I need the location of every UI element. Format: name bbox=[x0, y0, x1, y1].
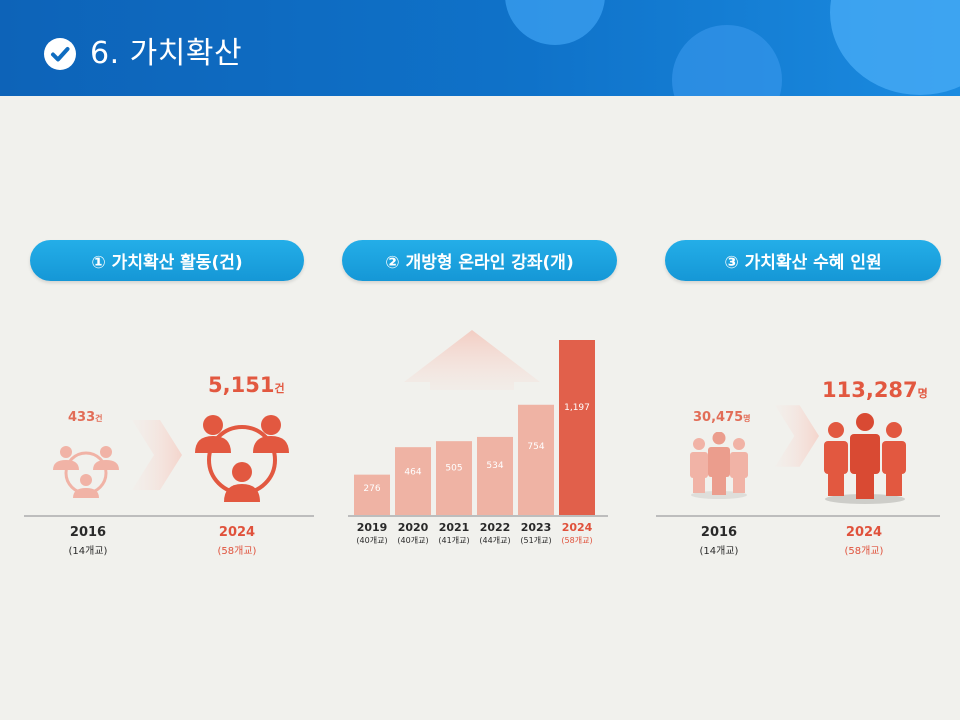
bar-value-label: 1,197 bbox=[564, 403, 590, 413]
x-tick-label: 2020 bbox=[397, 521, 429, 534]
chart-baseline bbox=[348, 515, 608, 517]
beneficiaries-2016-year: 2016 bbox=[700, 525, 738, 540]
activities-2024-year: 2024 bbox=[218, 525, 256, 540]
beneficiaries-2016-schools: (14개교) bbox=[699, 546, 739, 557]
bar-value-label: 505 bbox=[445, 464, 462, 474]
people-network-icon bbox=[53, 446, 119, 498]
bar-2024 bbox=[559, 340, 595, 515]
bar-2019 bbox=[354, 474, 390, 515]
bar-2020 bbox=[395, 447, 431, 515]
x-tick-sublabel: (51개교) bbox=[520, 536, 552, 545]
beneficiaries-2024-value: 113,287명 bbox=[822, 378, 928, 402]
bar-value-label: 754 bbox=[527, 442, 544, 452]
up-arrow-icon bbox=[404, 330, 540, 390]
activities-2016-schools: (14개교) bbox=[68, 546, 108, 557]
section-pill-activities: ① 가치확산 활동(건) bbox=[30, 240, 304, 281]
bar-2022 bbox=[477, 436, 513, 515]
activities-2024-value: 5,151건 bbox=[208, 373, 285, 397]
chevron-right-icon bbox=[132, 420, 182, 490]
bar-2023 bbox=[518, 404, 554, 515]
activities-2016-value: 433건 bbox=[68, 410, 103, 425]
people-group-icon bbox=[824, 413, 906, 504]
bar-value-label: 534 bbox=[486, 461, 503, 471]
header-decoration-circle bbox=[505, 0, 605, 45]
x-tick-label: 2023 bbox=[520, 521, 552, 534]
bar-2021 bbox=[436, 441, 472, 515]
section-pill-beneficiaries: ③ 가치확산 수혜 인원 bbox=[665, 240, 941, 281]
bar-value-label: 276 bbox=[363, 484, 380, 494]
chevron-right-icon bbox=[775, 405, 819, 467]
x-tick-label: 2022 bbox=[479, 521, 511, 534]
check-circle-icon bbox=[44, 38, 76, 70]
x-tick-sublabel: (41개교) bbox=[438, 536, 470, 545]
x-tick-label: 2024 bbox=[561, 521, 593, 534]
x-tick-sublabel: (40개교) bbox=[397, 536, 429, 545]
beneficiaries-2024-schools: (58개교) bbox=[844, 546, 884, 557]
header-bar: 6. 가치확산 bbox=[0, 0, 960, 96]
header-decoration-circle bbox=[830, 0, 960, 95]
x-tick-sublabel: (58개교) bbox=[561, 536, 593, 545]
beneficiaries-2016-value: 30,475명 bbox=[693, 410, 751, 425]
section-pill-online-courses: ② 개방형 온라인 강좌(개) bbox=[342, 240, 617, 281]
activities-2016-year: 2016 bbox=[69, 525, 107, 540]
page-title: 6. 가치확산 bbox=[90, 36, 243, 71]
x-tick-sublabel: (40개교) bbox=[356, 536, 388, 545]
baseline bbox=[656, 515, 940, 517]
x-tick-label: 2021 bbox=[438, 521, 470, 534]
x-tick-sublabel: (44개교) bbox=[479, 536, 511, 545]
beneficiaries-2024-year: 2024 bbox=[845, 525, 883, 540]
bar-value-label: 464 bbox=[404, 467, 421, 477]
baseline bbox=[24, 515, 314, 517]
people-group-icon bbox=[690, 432, 748, 499]
header-decoration-circle bbox=[672, 25, 782, 96]
activities-2024-schools: (58개교) bbox=[217, 546, 257, 557]
people-network-icon bbox=[195, 415, 289, 502]
x-tick-label: 2019 bbox=[356, 521, 388, 534]
online-courses-bar-chart: 276 464 505 534 754 1,197 bbox=[348, 340, 608, 517]
